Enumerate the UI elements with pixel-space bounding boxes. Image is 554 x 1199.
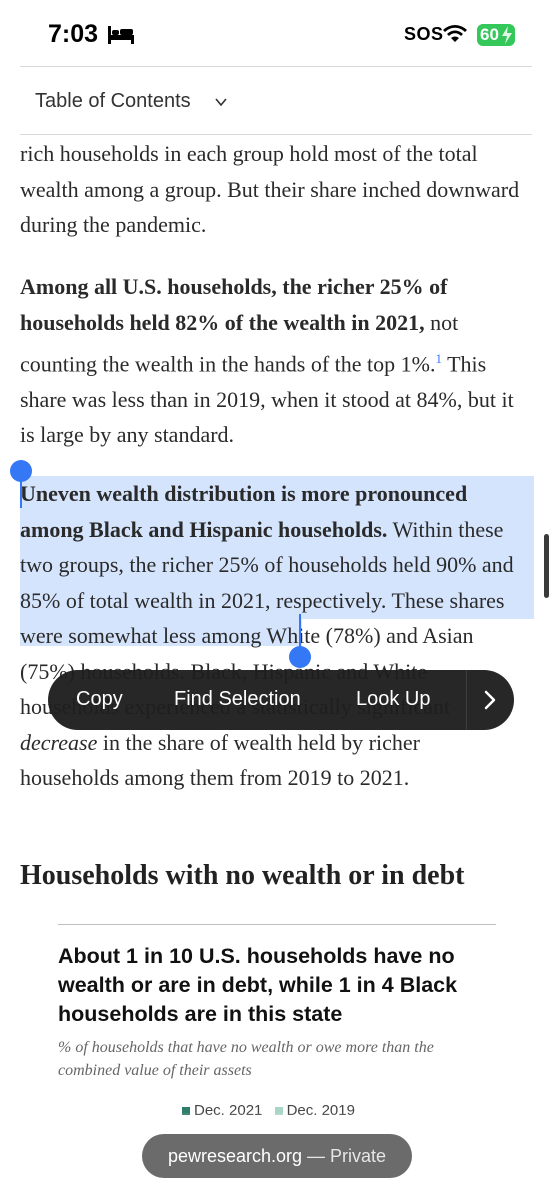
- paragraph-text: in the share of wealth held by richer ho…: [20, 729, 420, 791]
- url-domain: pewresearch.org: [167, 1146, 303, 1166]
- figure-subtitle: % of households that have no wealth or o…: [58, 1039, 434, 1079]
- copy-button[interactable]: Copy: [76, 688, 123, 710]
- chevron-down-icon[interactable]: [214, 96, 228, 108]
- selection-end-handle[interactable]: [299, 614, 301, 648]
- section-heading: Households with no wealth or in debt: [20, 860, 465, 891]
- look-up-button[interactable]: Look Up: [356, 688, 431, 710]
- article-paragraph: Uneven wealth distribution is more prono…: [20, 476, 520, 796]
- figure-title: About 1 in 10 U.S. households have no we…: [58, 944, 458, 1026]
- footnote-link[interactable]: 1: [435, 351, 442, 366]
- battery-icon: [477, 24, 515, 46]
- battery-level: 60: [480, 25, 499, 44]
- divider: [20, 66, 532, 67]
- table-of-contents-toggle[interactable]: Table of Contents: [35, 90, 191, 112]
- text-selection-highlight: [20, 476, 534, 646]
- emphasis-text: decrease: [20, 729, 98, 755]
- wifi-icon: [443, 25, 467, 42]
- bold-lead: Uneven wealth distribution is more prono…: [20, 481, 468, 542]
- private-mode-label: Private: [330, 1146, 387, 1166]
- paragraph-text: Within these two groups, the richer 25% …: [20, 516, 514, 613]
- selection-end-knob[interactable]: [289, 646, 311, 668]
- figure-divider: [58, 924, 496, 925]
- article-paragraph: Among all U.S. households, the richer 25…: [20, 269, 520, 453]
- paragraph-text: This share was less than in 2019, when i…: [20, 351, 514, 448]
- article-paragraph: rich households in each group hold most …: [20, 136, 520, 243]
- sos-indicator: SOS: [404, 24, 444, 44]
- selection-start-knob[interactable]: [10, 460, 32, 482]
- divider: [20, 134, 532, 135]
- paragraph-text: rich households in each group hold most …: [20, 141, 520, 237]
- legend-swatch: [274, 1107, 283, 1116]
- chevron-right-icon[interactable]: [466, 670, 514, 730]
- status-time: 7:03: [48, 20, 99, 48]
- scroll-indicator[interactable]: [544, 534, 549, 598]
- selection-start-handle[interactable]: [20, 474, 22, 508]
- charging-bolt-icon: [502, 26, 512, 44]
- paragraph-text: not counting the wealth in the hands of …: [20, 309, 459, 377]
- bed-icon: [108, 26, 134, 44]
- status-bar: 7:03 SOS 60: [0, 0, 554, 72]
- address-bar[interactable]: pewresearch.org — Private: [142, 1134, 412, 1178]
- find-selection-button[interactable]: Find Selection: [174, 688, 301, 710]
- legend-swatch: [182, 1107, 190, 1116]
- text-context-menu: Copy Find Selection Look Up: [48, 670, 514, 730]
- bold-lead: Among all U.S. households, the richer 25…: [20, 274, 448, 335]
- url-separator: —: [302, 1146, 331, 1166]
